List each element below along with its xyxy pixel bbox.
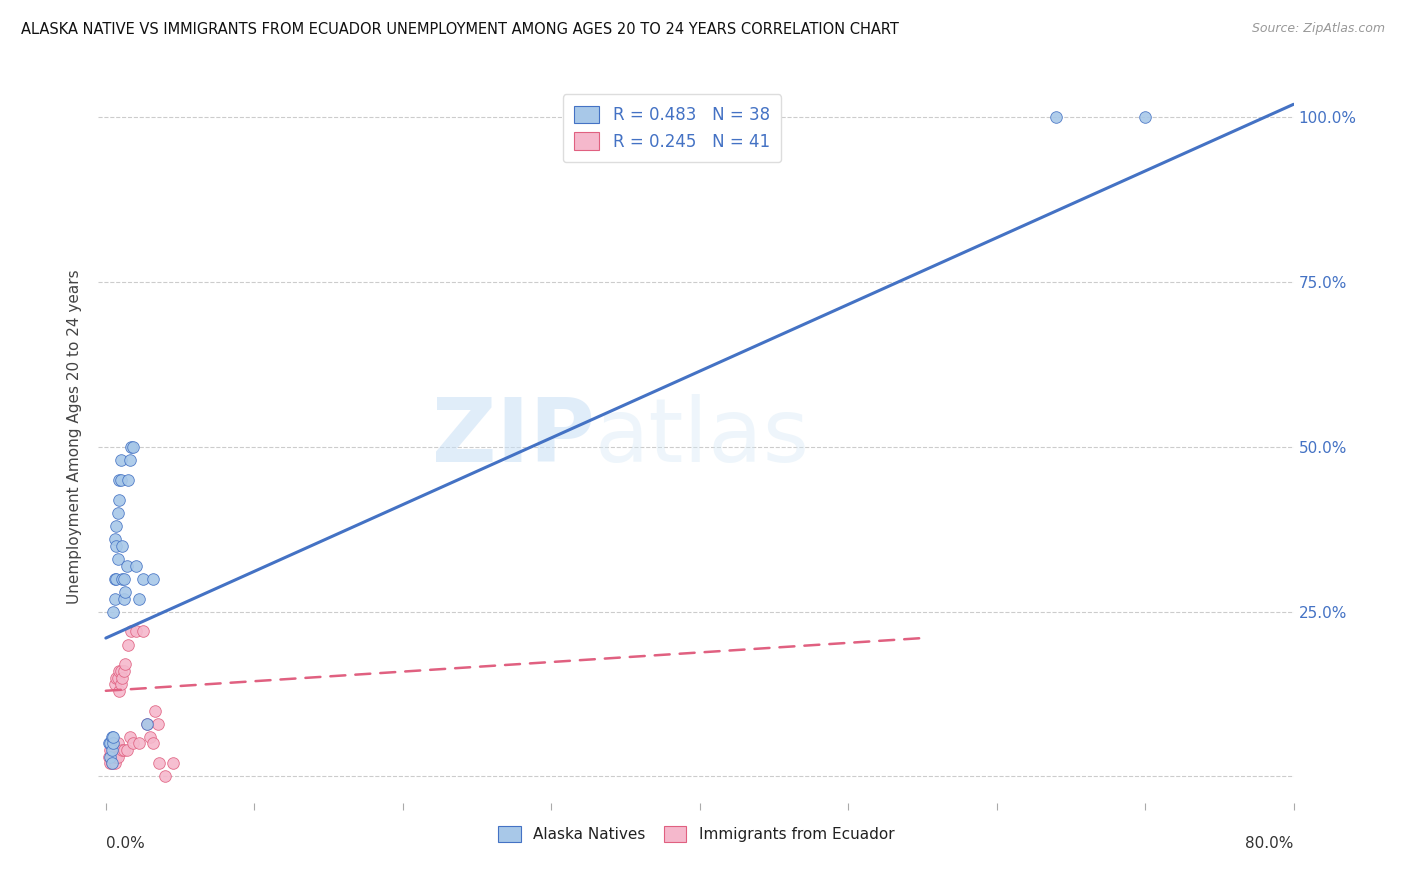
Point [1045,111,1067,125]
Y-axis label: Unemployment Among Ages 20 to 24 years: Unemployment Among Ages 20 to 24 years [67,269,83,605]
Point [101,730,124,744]
Point [101,756,124,771]
Point [142,737,165,751]
Point [124,558,146,573]
Point [110,453,132,467]
Point [112,743,135,757]
Point [103,737,125,751]
Point [110,677,132,691]
Point [98,756,121,771]
Point [112,664,135,678]
Point [108,683,131,698]
Point [110,473,132,487]
Point [97,737,120,751]
Point [103,743,125,757]
Point [104,756,127,771]
Point [114,657,136,672]
Point [1133,111,1156,125]
Point [132,572,155,586]
Point [146,716,169,731]
Point [128,591,150,606]
Point [101,749,124,764]
Point [111,671,134,685]
Point [107,737,129,751]
Point [148,756,170,771]
Point [104,749,127,764]
Point [101,743,124,757]
Point [107,506,129,520]
Point [118,453,141,467]
Point [104,533,127,547]
Legend: Alaska Natives, Immigrants from Ecuador: Alaska Natives, Immigrants from Ecuador [491,819,901,850]
Point [103,730,125,744]
Point [103,605,125,619]
Point [136,716,159,731]
Point [98,737,121,751]
Point [97,749,120,764]
Point [111,572,134,586]
Point [111,743,134,757]
Point [104,677,127,691]
Point [128,737,150,751]
Point [105,572,128,586]
Point [120,440,142,454]
Point [121,440,143,454]
Point [107,749,129,764]
Point [108,664,131,678]
Point [112,572,135,586]
Point [118,730,141,744]
Point [115,743,138,757]
Point [139,730,162,744]
Point [108,473,131,487]
Point [110,664,132,678]
Text: 80.0%: 80.0% [1246,836,1294,851]
Point [103,749,125,764]
Point [120,624,142,639]
Point [108,492,131,507]
Text: Source: ZipAtlas.com: Source: ZipAtlas.com [1251,22,1385,36]
Point [124,624,146,639]
Point [104,572,127,586]
Point [105,749,128,764]
Point [114,585,136,599]
Point [142,572,165,586]
Point [112,591,135,606]
Point [117,473,139,487]
Text: atlas: atlas [595,393,810,481]
Text: ZIP: ZIP [432,393,595,481]
Text: 0.0%: 0.0% [105,836,145,851]
Point [105,671,128,685]
Point [107,671,129,685]
Point [143,704,166,718]
Point [98,749,121,764]
Point [115,558,138,573]
Point [136,716,159,731]
Text: ALASKA NATIVE VS IMMIGRANTS FROM ECUADOR UNEMPLOYMENT AMONG AGES 20 TO 24 YEARS : ALASKA NATIVE VS IMMIGRANTS FROM ECUADOR… [21,22,898,37]
Point [155,769,177,783]
Point [111,539,134,553]
Point [121,737,143,751]
Point [162,756,184,771]
Point [132,624,155,639]
Point [98,743,121,757]
Point [105,539,128,553]
Point [107,552,129,566]
Point [104,591,127,606]
Point [101,756,124,771]
Point [117,638,139,652]
Point [105,519,128,533]
Point [103,737,125,751]
